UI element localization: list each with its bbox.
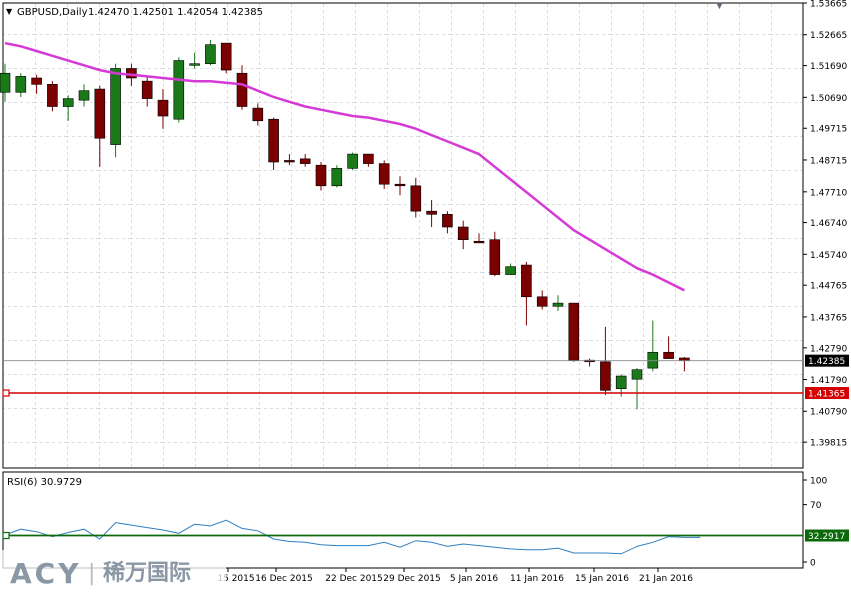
candle-2 <box>31 74 42 94</box>
price-tick-label: 1.41790 <box>810 376 847 386</box>
collapse-arrow-icon[interactable]: ▼ <box>6 7 13 16</box>
support-price-label: 1.41365 <box>808 390 845 400</box>
candle-10 <box>157 89 169 129</box>
price-tick-label: 1.53665 <box>810 0 847 10</box>
time-tick-label: 15 Jan 2016 <box>575 574 629 584</box>
candle-0 <box>0 63 11 102</box>
candle-20 <box>315 162 327 191</box>
candle-12 <box>189 52 200 69</box>
candles-layer <box>0 39 690 410</box>
candle-40 <box>631 368 643 410</box>
candle-4 <box>62 95 74 121</box>
rsi-level-badge <box>805 529 849 542</box>
candle-34 <box>536 290 548 310</box>
rsi-tick-label: 70 <box>810 501 822 511</box>
candle-6 <box>94 85 106 167</box>
candle-7 <box>110 63 121 158</box>
candle-3 <box>47 81 58 112</box>
chart-symbol-label: GBPUSD,Daily <box>17 7 88 18</box>
price-tick-label: 1.42790 <box>810 344 847 354</box>
watermark-separator: | <box>88 561 95 586</box>
candle-31 <box>489 231 501 277</box>
rsi-level-label: 32.2917 <box>808 532 845 542</box>
time-tick-label: 15 2015 <box>217 574 254 584</box>
price-tick-label: 1.40790 <box>810 408 847 418</box>
watermark-background <box>0 550 226 594</box>
time-axis: 15 2015 16 Dec 2015 22 Dec 2015 29 Dec 2015… <box>217 568 693 584</box>
candle-23 <box>363 153 374 167</box>
rsi-line <box>4 519 701 555</box>
price-tick-label: 1.52665 <box>810 31 847 41</box>
candle-11 <box>173 57 185 123</box>
candle-13 <box>205 39 216 66</box>
rsi-level-handle[interactable] <box>2 531 10 540</box>
candle-24 <box>378 160 390 189</box>
price-tick-label: 1.49715 <box>810 125 847 135</box>
candle-42 <box>663 336 674 359</box>
candle-21 <box>331 165 343 188</box>
time-tick-label: 29 Dec 2015 <box>383 574 441 584</box>
time-tick-label: 16 Dec 2015 <box>255 574 313 584</box>
candle-15 <box>236 65 248 110</box>
price-tick-label: 1.46740 <box>810 219 847 229</box>
candle-17 <box>268 117 279 170</box>
price-tick-label: 1.47710 <box>810 188 847 198</box>
candle-14 <box>220 42 232 74</box>
current-price-label: 1.42385 <box>808 357 845 367</box>
rsi-tick-label: 0 <box>810 559 816 569</box>
candle-29 <box>457 220 469 250</box>
price-tick-label: 1.45740 <box>810 251 847 261</box>
price-axis: 1.53665 1.52665 1.51690 1.50690 1.49715 1.487… <box>803 0 849 449</box>
candle-32 <box>505 263 516 275</box>
candle-27 <box>426 200 437 228</box>
support-price-badge <box>805 387 849 400</box>
candle-16 <box>252 103 264 126</box>
rsi-layer: 100 70 0 32.2917 <box>2 477 849 569</box>
current-price-badge <box>805 354 849 367</box>
watermark-brand: ACY <box>10 557 82 590</box>
candle-36 <box>568 302 580 362</box>
candle-35 <box>552 295 564 312</box>
candle-41 <box>647 320 659 372</box>
price-tick-label: 1.51690 <box>810 62 847 72</box>
price-tick-label: 1.44765 <box>810 282 847 292</box>
candle-19 <box>299 154 311 167</box>
time-tick-label: 21 Jan 2016 <box>639 574 693 584</box>
candle-26 <box>410 177 422 218</box>
price-tick-label: 1.39815 <box>810 439 847 449</box>
chart-ohlc-label: 1.42470 1.42501 1.42054 1.42385 <box>88 7 263 18</box>
rsi-tick-label: 100 <box>810 477 827 487</box>
main-plot-area <box>2 2 804 469</box>
moving-average-layer <box>2 41 803 397</box>
support-line-handle[interactable] <box>2 389 10 397</box>
time-tick-label: 5 Jan 2016 <box>450 574 498 584</box>
price-tick-label: 1.43765 <box>810 313 847 323</box>
candle-22 <box>347 152 358 170</box>
candle-33 <box>521 261 532 326</box>
candle-25 <box>394 176 406 196</box>
candle-1 <box>15 73 27 98</box>
candle-5 <box>78 84 90 107</box>
candle-9 <box>141 76 153 107</box>
watermark-cn: 稀万国际 <box>103 560 191 586</box>
candle-28 <box>442 211 453 234</box>
moving-average-line <box>4 41 685 292</box>
price-tick-label: 1.50690 <box>810 94 847 104</box>
time-tick-label: 11 Jan 2016 <box>510 574 564 584</box>
price-tick-label: 1.48715 <box>810 156 847 166</box>
scroll-marker-icon[interactable]: ▼ <box>716 1 723 11</box>
candle-30 <box>473 233 485 244</box>
rsi-title: RSI(6) 30.9729 <box>7 477 82 488</box>
candle-18 <box>284 154 295 166</box>
time-tick-label: 22 Dec 2015 <box>325 574 383 584</box>
